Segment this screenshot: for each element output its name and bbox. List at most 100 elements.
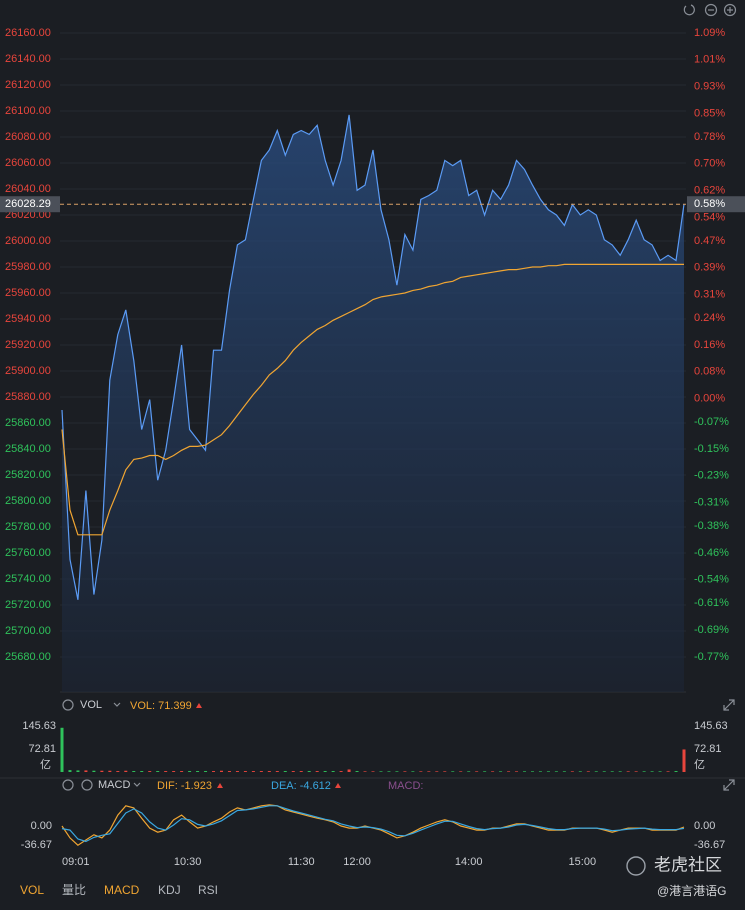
dropdown-icon[interactable] <box>113 702 121 707</box>
last-price-label: 26028.29 <box>5 198 51 210</box>
volume-bar <box>347 769 351 772</box>
tab[interactable]: RSI <box>198 883 218 897</box>
unit-label: 亿 <box>40 758 51 771</box>
y-tick-label: 26100.00 <box>5 105 51 117</box>
dea-label: DEA: -4.612 <box>271 780 331 792</box>
x-tick-label: 09:01 <box>62 856 90 868</box>
zoom-out-icon[interactable] <box>704 3 718 17</box>
y-tick-label: 26120.00 <box>5 79 51 91</box>
volume-bar <box>291 771 295 772</box>
y-tick-label: 26040.00 <box>5 183 51 195</box>
volume-bar <box>538 771 542 772</box>
macd-line <box>61 805 685 843</box>
volume-bar <box>68 770 72 772</box>
volume-bar <box>411 771 415 772</box>
expand-icon[interactable] <box>723 779 735 791</box>
volume-bar <box>148 771 152 772</box>
up-arrow <box>196 703 202 708</box>
volume-bar <box>124 770 128 772</box>
volume-bar <box>140 771 144 772</box>
volume-bar <box>594 771 598 772</box>
y-tick-label: 145.63 <box>694 720 728 732</box>
volume-bar <box>100 770 104 772</box>
unit-label: 亿 <box>694 758 705 771</box>
volume-bar <box>116 771 120 772</box>
y-tick-label: 25720.00 <box>5 599 51 611</box>
volume-bar <box>515 771 519 772</box>
volume-bar <box>219 770 223 772</box>
watermark: 老虎社区 @港言港语G <box>626 855 727 898</box>
zoom-in-icon[interactable] <box>723 3 737 17</box>
volume-bar <box>243 771 247 772</box>
x-tick-label: 14:00 <box>455 856 483 868</box>
volume-bar <box>164 771 168 772</box>
y2-tick-label: 1.01% <box>694 54 725 66</box>
volume-bar <box>371 771 375 772</box>
watermark-handle: @港言港语G <box>657 884 727 898</box>
price-line <box>61 114 685 600</box>
volume-bar <box>259 771 263 772</box>
volume-bar <box>610 771 614 772</box>
settings-icon[interactable] <box>62 779 74 791</box>
volume-bar <box>507 771 511 772</box>
y2-tick-label: -0.23% <box>694 470 729 482</box>
up-arrow <box>217 783 223 788</box>
last-change-label: 0.58% <box>694 198 725 210</box>
last-change-box <box>687 196 745 213</box>
volume-bar <box>204 771 208 772</box>
y-tick-label: 25780.00 <box>5 521 51 533</box>
y-tick-label: 25860.00 <box>5 417 51 429</box>
macd-header: MACD DIF: -1.923 DEA: -4.612 MACD: <box>62 779 735 792</box>
volume-bar <box>403 771 407 772</box>
tab[interactable]: KDJ <box>158 883 181 897</box>
up-arrow <box>335 783 341 788</box>
volume-bar <box>586 771 590 772</box>
y2-tick-label: -0.61% <box>694 597 729 609</box>
volume-bar <box>554 771 558 772</box>
y2-tick-label: 0.70% <box>694 158 725 170</box>
reset-icon[interactable] <box>683 4 695 16</box>
volume-bar <box>530 771 534 772</box>
toolbar-icons[interactable] <box>683 3 737 17</box>
vol-title: VOL <box>80 699 102 711</box>
y-tick-label: 25960.00 <box>5 287 51 299</box>
close-icon[interactable] <box>81 779 93 791</box>
tab[interactable]: 量比 <box>62 883 86 897</box>
volume-bar <box>499 771 503 772</box>
tab[interactable]: MACD <box>104 883 140 897</box>
dropdown-icon[interactable] <box>133 782 141 787</box>
x-tick-label: 11:30 <box>288 856 315 868</box>
volume-bar <box>267 771 271 772</box>
y2-tick-label: 0.31% <box>694 289 725 301</box>
tab[interactable]: VOL <box>20 883 44 897</box>
volume-bar <box>427 771 431 772</box>
volume-bar <box>467 771 471 772</box>
volume-bar <box>523 771 527 772</box>
volume-bar <box>658 771 662 772</box>
volume-bar <box>331 771 335 772</box>
y2-tick-label: 0.93% <box>694 81 725 93</box>
y-tick-label: 0.00 <box>694 820 715 832</box>
y-tick-label: 26080.00 <box>5 131 51 143</box>
y-tick-label: 72.81 <box>694 743 722 755</box>
y-tick-label: 72.81 <box>28 743 56 755</box>
y2-tick-label: 0.62% <box>694 185 725 197</box>
volume-bar <box>84 770 88 772</box>
close-icon[interactable] <box>62 699 74 711</box>
volume-bar <box>307 771 311 772</box>
volume-bar <box>682 749 686 772</box>
volume-bar <box>674 771 678 772</box>
volume-bar <box>634 771 638 772</box>
y2-tick-label: 0.85% <box>694 107 725 119</box>
watermark-brand: 老虎社区 <box>654 855 722 874</box>
volume-bar <box>491 771 495 772</box>
volume-bar <box>562 771 566 772</box>
volume-bar <box>76 770 80 772</box>
volume-bar <box>650 771 654 772</box>
y2-tick-label: -0.07% <box>694 416 729 428</box>
y2-tick-label: 0.08% <box>694 366 725 378</box>
volume-bar <box>180 771 184 772</box>
volume-bar <box>626 771 630 772</box>
expand-icon[interactable] <box>723 699 735 711</box>
y2-tick-label: -0.77% <box>694 651 729 663</box>
